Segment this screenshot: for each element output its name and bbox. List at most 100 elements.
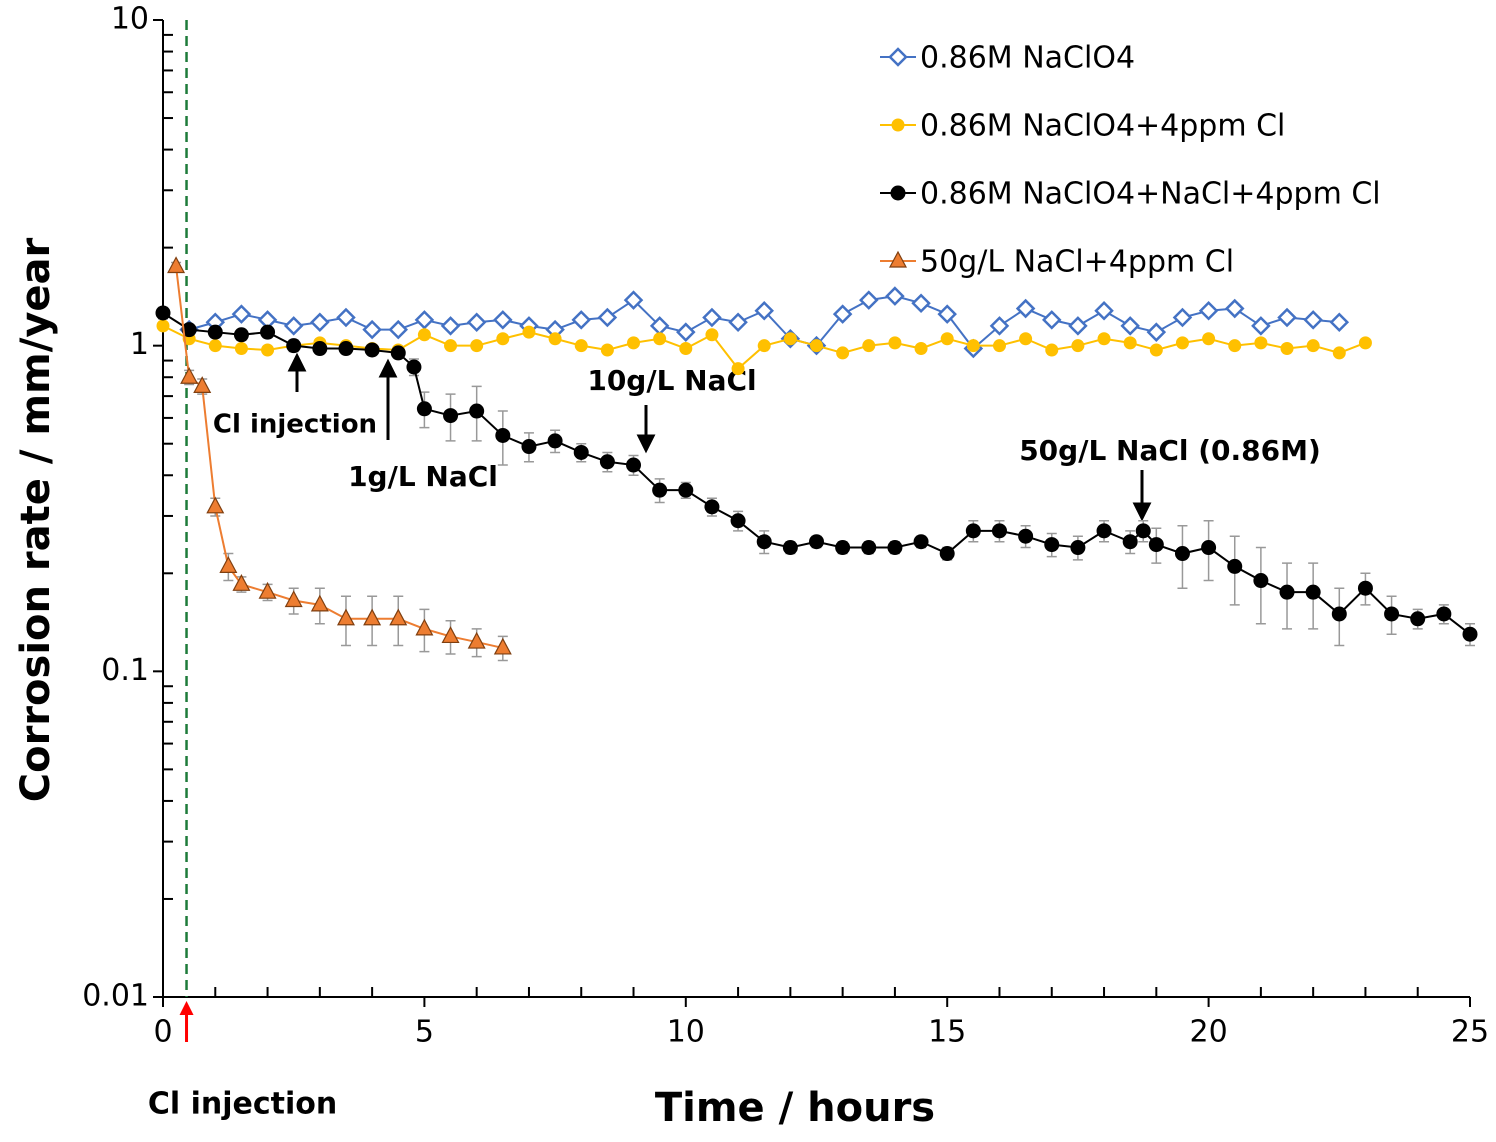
marker — [1175, 336, 1189, 350]
y-tick-label: 1 — [130, 327, 149, 362]
marker — [1224, 298, 1245, 319]
marker — [338, 341, 354, 357]
marker — [728, 312, 748, 333]
annotation-arrow-head — [287, 352, 307, 372]
marker — [627, 336, 641, 350]
marker — [390, 345, 406, 361]
marker — [284, 590, 303, 608]
annotation: 50g/L NaCl (0.86M) — [1019, 434, 1321, 467]
marker — [1329, 312, 1350, 333]
marker — [389, 608, 408, 626]
marker — [862, 339, 876, 353]
marker — [1436, 606, 1452, 622]
marker — [888, 336, 902, 350]
marker — [1357, 580, 1373, 596]
marker — [1227, 558, 1243, 574]
marker — [859, 290, 879, 310]
annotation: 1g/L NaCl — [348, 460, 498, 493]
marker — [1305, 584, 1321, 600]
marker — [989, 316, 1010, 336]
marker — [966, 339, 980, 353]
marker — [1303, 310, 1323, 330]
marker — [1201, 540, 1217, 556]
marker — [832, 304, 853, 324]
marker — [495, 427, 511, 443]
x-tick-label: 10 — [667, 1015, 705, 1050]
marker — [206, 496, 225, 514]
marker — [1070, 540, 1086, 556]
annotations — [287, 352, 1152, 522]
marker — [1253, 573, 1269, 589]
marker — [887, 540, 903, 556]
marker — [362, 319, 382, 340]
marker — [782, 540, 798, 556]
marker — [730, 513, 746, 529]
marker — [1071, 339, 1085, 353]
marker — [861, 540, 877, 556]
marker — [911, 293, 931, 313]
x-tick-label: 25 — [1451, 1015, 1489, 1050]
injection-arrow-head — [179, 1001, 194, 1015]
marker — [1068, 316, 1088, 336]
marker — [1280, 342, 1294, 356]
marker — [469, 403, 485, 419]
marker — [571, 310, 592, 330]
marker — [336, 307, 356, 328]
marker — [940, 332, 954, 346]
marker — [286, 338, 302, 354]
marker — [155, 305, 171, 321]
marker — [599, 454, 615, 470]
marker — [1045, 343, 1059, 357]
marker — [1019, 332, 1033, 346]
marker — [678, 482, 694, 498]
marker — [914, 342, 928, 356]
legend-marker — [889, 250, 907, 268]
marker — [283, 316, 304, 336]
marker — [521, 439, 537, 455]
marker — [1279, 584, 1295, 600]
marker — [754, 300, 774, 321]
marker — [231, 304, 252, 324]
marker — [574, 339, 588, 353]
marker — [1306, 339, 1320, 353]
marker — [1146, 322, 1167, 342]
y-tick-label: 10 — [111, 2, 149, 37]
marker — [965, 523, 981, 539]
marker — [756, 534, 772, 550]
marker — [1123, 336, 1137, 350]
marker — [548, 332, 562, 346]
marker — [219, 556, 238, 573]
marker — [1358, 336, 1372, 350]
series — [155, 305, 1478, 647]
marker — [1122, 534, 1138, 550]
marker — [414, 310, 435, 330]
marker — [1015, 298, 1036, 319]
marker — [626, 457, 642, 473]
marker — [1094, 300, 1114, 321]
marker — [181, 322, 197, 338]
marker — [705, 328, 719, 342]
marker — [1202, 332, 1216, 346]
marker — [1120, 316, 1140, 336]
marker — [522, 325, 536, 339]
marker — [1251, 316, 1271, 336]
marker — [1135, 523, 1151, 539]
marker — [441, 626, 460, 644]
marker — [467, 631, 486, 649]
marker — [416, 401, 432, 417]
marker — [261, 343, 275, 357]
marker — [156, 319, 170, 333]
marker — [364, 342, 380, 358]
marker — [992, 339, 1006, 353]
x-tick-label: 15 — [928, 1015, 966, 1050]
marker — [258, 581, 277, 599]
marker — [1174, 546, 1190, 562]
marker — [417, 328, 431, 342]
marker — [1332, 346, 1346, 360]
marker — [991, 523, 1007, 539]
marker — [232, 574, 251, 591]
y-tick-label: 0.01 — [82, 979, 149, 1014]
marker — [939, 546, 955, 562]
marker — [1044, 537, 1060, 553]
